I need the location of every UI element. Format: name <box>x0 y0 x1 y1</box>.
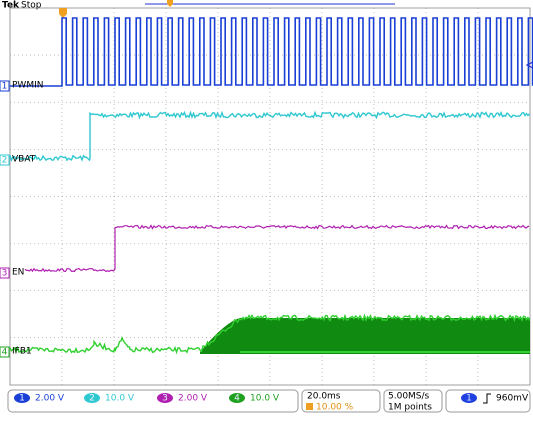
channel-marker <box>0 267 10 279</box>
time-position: 10.00 % <box>316 403 354 413</box>
ch4-waveform <box>9 313 531 355</box>
channel-marker <box>0 80 10 92</box>
channel-label: IFB1 <box>12 347 32 357</box>
ch2-waveform <box>9 110 531 162</box>
channel-labels: 1 PWMIN 2 VBAT 3 EN 4 IFB1 <box>0 80 43 358</box>
channel-label: EN <box>12 268 24 278</box>
ch1-waveform <box>10 17 533 87</box>
waveforms <box>9 17 533 355</box>
channel-marker-number: 4 <box>2 348 8 358</box>
channel-scales: 1 2.00 V 2 10.0 V 3 2.00 V 4 10.0 V <box>14 393 280 404</box>
ch4-band <box>200 318 530 354</box>
channel-marker-number: 1 <box>2 82 8 92</box>
sample-rate: 5.00MS/s <box>388 392 430 402</box>
brand: Tek <box>2 1 20 11</box>
time-scale: 20.0ms <box>307 392 341 402</box>
channel-badge-number: 1 <box>19 394 25 404</box>
channel-scale: 2.00 V <box>35 394 65 404</box>
channel-marker-number: 2 <box>2 156 8 166</box>
graticule-border <box>9 7 531 386</box>
channel-marker <box>0 154 10 166</box>
channel-badge-number: 2 <box>89 394 95 404</box>
channel-marker <box>0 346 10 358</box>
channel-marker-number: 3 <box>2 269 8 279</box>
channel-badge <box>84 393 100 403</box>
record-view-marker <box>167 0 173 7</box>
trigger-source: 1 <box>466 394 472 404</box>
status: Stop <box>21 1 42 11</box>
channel-scale: 2.00 V <box>178 394 208 404</box>
ch3-waveform <box>24 224 530 273</box>
delay-icon <box>306 403 313 410</box>
acquisition-panel <box>383 389 443 413</box>
channel-scale: 10.0 V <box>250 394 280 404</box>
trigger-level: 960mV <box>496 394 529 404</box>
trigger-position-marker <box>59 8 67 18</box>
channel-badge-number: 3 <box>162 394 168 404</box>
channel-label: PWMIN <box>12 81 43 91</box>
trigger-source-badge <box>461 393 477 403</box>
channel-badge <box>157 393 173 403</box>
timebase-panel <box>301 389 381 413</box>
channel-scale: 10.0 V <box>105 394 135 404</box>
channel-badge-number: 4 <box>234 394 240 404</box>
channel-scale-panel <box>7 389 299 413</box>
channel-badge <box>229 393 245 403</box>
trigger-slope-icon <box>483 393 491 404</box>
trigger-level-marker <box>525 61 533 69</box>
record-length: 1M points <box>388 403 432 413</box>
channel-label: VBAT <box>12 155 36 165</box>
channel-badge <box>14 393 30 403</box>
